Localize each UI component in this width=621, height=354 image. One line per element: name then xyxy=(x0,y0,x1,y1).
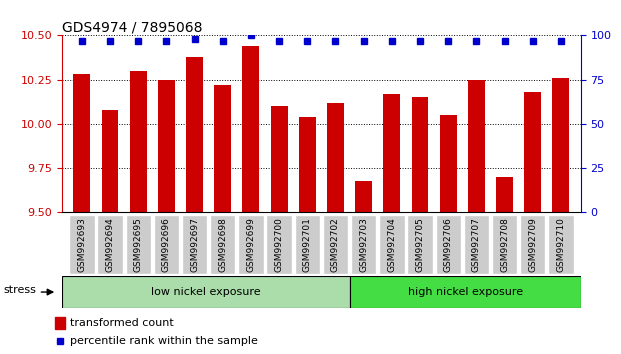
Bar xyxy=(214,85,231,212)
Bar xyxy=(327,103,344,212)
Bar xyxy=(524,92,541,212)
FancyBboxPatch shape xyxy=(125,215,151,274)
Text: transformed count: transformed count xyxy=(70,318,174,328)
FancyBboxPatch shape xyxy=(182,215,207,274)
Text: GSM992709: GSM992709 xyxy=(528,217,537,272)
Text: stress: stress xyxy=(3,285,36,296)
FancyBboxPatch shape xyxy=(323,215,348,274)
Text: GSM992700: GSM992700 xyxy=(274,217,284,272)
FancyBboxPatch shape xyxy=(266,215,292,274)
Bar xyxy=(186,57,203,212)
Text: GDS4974 / 7895068: GDS4974 / 7895068 xyxy=(62,20,202,34)
Text: GSM992706: GSM992706 xyxy=(443,217,453,272)
Text: GSM992705: GSM992705 xyxy=(415,217,425,272)
Bar xyxy=(158,80,175,212)
Bar xyxy=(468,80,485,212)
Bar xyxy=(242,46,260,212)
Text: percentile rank within the sample: percentile rank within the sample xyxy=(70,336,258,346)
FancyBboxPatch shape xyxy=(294,215,320,274)
Bar xyxy=(440,115,456,212)
Text: GSM992694: GSM992694 xyxy=(106,217,114,272)
FancyBboxPatch shape xyxy=(520,215,545,274)
Text: GSM992703: GSM992703 xyxy=(359,217,368,272)
FancyBboxPatch shape xyxy=(351,215,376,274)
Bar xyxy=(55,316,65,329)
Bar xyxy=(350,276,581,308)
FancyBboxPatch shape xyxy=(153,215,179,274)
FancyBboxPatch shape xyxy=(548,215,574,274)
Bar xyxy=(62,276,350,308)
FancyBboxPatch shape xyxy=(379,215,404,274)
Bar xyxy=(553,78,569,212)
Bar xyxy=(130,71,147,212)
FancyBboxPatch shape xyxy=(69,215,94,274)
Text: GSM992696: GSM992696 xyxy=(162,217,171,272)
Text: GSM992702: GSM992702 xyxy=(331,217,340,272)
Text: GSM992701: GSM992701 xyxy=(303,217,312,272)
FancyBboxPatch shape xyxy=(407,215,433,274)
Bar xyxy=(299,117,315,212)
Text: GSM992698: GSM992698 xyxy=(218,217,227,272)
Text: GSM992708: GSM992708 xyxy=(500,217,509,272)
Text: GSM992697: GSM992697 xyxy=(190,217,199,272)
FancyBboxPatch shape xyxy=(238,215,263,274)
Bar xyxy=(383,94,401,212)
Bar xyxy=(355,181,372,212)
Bar xyxy=(412,97,428,212)
FancyBboxPatch shape xyxy=(210,215,235,274)
Text: GSM992710: GSM992710 xyxy=(556,217,565,272)
Text: GSM992695: GSM992695 xyxy=(134,217,143,272)
Bar xyxy=(73,74,90,212)
FancyBboxPatch shape xyxy=(492,215,517,274)
Bar xyxy=(271,106,288,212)
FancyBboxPatch shape xyxy=(97,215,123,274)
FancyBboxPatch shape xyxy=(435,215,461,274)
Text: GSM992704: GSM992704 xyxy=(388,217,396,272)
Text: GSM992699: GSM992699 xyxy=(247,217,255,272)
Text: high nickel exposure: high nickel exposure xyxy=(408,287,523,297)
Bar xyxy=(496,177,513,212)
Text: GSM992693: GSM992693 xyxy=(78,217,86,272)
FancyBboxPatch shape xyxy=(464,215,489,274)
Text: GSM992707: GSM992707 xyxy=(472,217,481,272)
Bar xyxy=(102,110,119,212)
Text: low nickel exposure: low nickel exposure xyxy=(152,287,261,297)
